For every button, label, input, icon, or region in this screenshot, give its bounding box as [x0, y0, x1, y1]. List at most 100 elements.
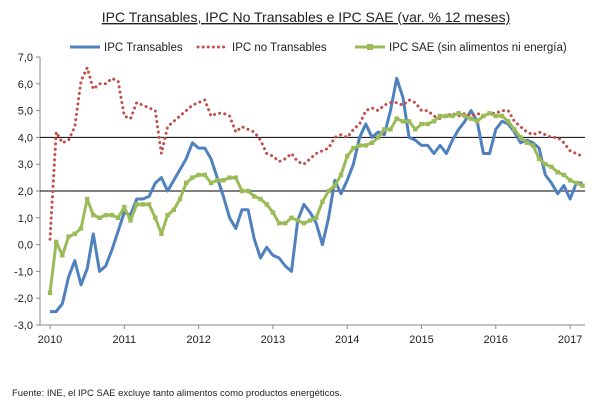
- series-point: [505, 119, 511, 124]
- series-point: [326, 188, 331, 194]
- series-point: [276, 220, 282, 226]
- y-tick-label: 6,0: [18, 79, 33, 91]
- series-point: [270, 210, 276, 215]
- series-point: [475, 119, 480, 124]
- series-point: [406, 119, 412, 124]
- series-point: [239, 188, 245, 194]
- series-point: [91, 212, 96, 218]
- series-line-ipc-sae-sin-alimentos-ni-energ-a: [48, 111, 584, 293]
- series-point: [214, 178, 220, 183]
- series-point: [208, 180, 214, 186]
- y-tick-label: 7,0: [18, 52, 33, 64]
- series-point: [221, 178, 226, 183]
- series-point: [450, 113, 455, 119]
- series-point: [295, 218, 300, 223]
- series-point: [567, 178, 573, 183]
- x-tick-label: 2015: [409, 334, 433, 346]
- series-point: [165, 212, 170, 218]
- series-point: [425, 121, 430, 127]
- series-point: [320, 199, 325, 204]
- series-point: [363, 143, 368, 148]
- series-point: [499, 113, 505, 119]
- series-point: [388, 127, 393, 132]
- y-tick-label: 4,0: [18, 132, 33, 144]
- series-point: [122, 204, 127, 210]
- series-point: [332, 183, 338, 188]
- series-point: [456, 111, 461, 116]
- y-tick-label: -3,0: [14, 320, 33, 332]
- series-point: [487, 111, 492, 116]
- series-point: [512, 127, 517, 132]
- series-point: [103, 212, 108, 218]
- plot-area: -3,0 -2,0 -1,0 0,0 1,0 2,0 3,0 4,0 5,0 6,0 7,0 2010…: [14, 52, 585, 346]
- legend-label: IPC Transables: [104, 42, 183, 54]
- x-tick-label: 2013: [261, 334, 285, 346]
- series-point: [47, 290, 53, 296]
- legend-marker: [367, 44, 373, 50]
- legend-label: IPC no Transables: [232, 42, 327, 54]
- series-point: [245, 188, 251, 194]
- series-point: [468, 116, 474, 121]
- series-point: [252, 194, 257, 199]
- series-point: [233, 175, 238, 180]
- series-point: [580, 183, 585, 188]
- series-point: [400, 119, 406, 124]
- series-point: [84, 196, 90, 202]
- series-point: [146, 202, 152, 207]
- footnote: Fuente: INE, el IPC SAE excluye tanto al…: [12, 388, 342, 399]
- series-point: [134, 202, 139, 207]
- series-point: [314, 215, 319, 220]
- series-point: [140, 202, 146, 207]
- series-point: [536, 156, 542, 162]
- series-point: [190, 175, 195, 180]
- series-point: [394, 116, 399, 121]
- series-point: [115, 215, 121, 220]
- series-point: [338, 172, 344, 178]
- series-point: [171, 207, 177, 212]
- series-point: [128, 218, 133, 223]
- x-tick-label: 2017: [558, 334, 582, 346]
- series-point: [153, 215, 158, 220]
- series-point: [66, 234, 71, 239]
- series-point: [555, 170, 560, 175]
- series-point: [78, 226, 84, 231]
- series-point: [493, 113, 498, 119]
- legend-label: IPC SAE (sin alimentos ni energía): [389, 42, 567, 54]
- series-point: [444, 113, 449, 119]
- series-point: [524, 140, 529, 145]
- chart-title: IPC Transables, IPC No Transables e IPC …: [102, 9, 511, 25]
- series-point: [549, 164, 554, 170]
- series-point: [301, 220, 307, 226]
- x-tick-label: 2010: [38, 334, 62, 346]
- series-point: [184, 180, 189, 186]
- y-tick-label: 2,0: [18, 186, 33, 198]
- series-point: [177, 196, 183, 202]
- series-point: [437, 113, 443, 119]
- series-point: [289, 215, 294, 220]
- series-point: [375, 135, 381, 140]
- x-tick-label: 2014: [335, 334, 359, 346]
- series-point: [382, 127, 387, 132]
- series-point: [97, 215, 102, 220]
- series-point: [109, 212, 115, 218]
- series-point: [283, 220, 288, 226]
- series-point: [227, 175, 232, 180]
- series-point: [258, 196, 263, 202]
- series-point: [202, 172, 207, 178]
- series-point: [574, 180, 579, 186]
- series-point: [419, 121, 424, 127]
- series-point: [357, 143, 362, 148]
- series-point: [72, 231, 77, 237]
- series-point: [413, 127, 418, 132]
- y-tick-label: -1,0: [14, 266, 33, 278]
- series-point: [196, 172, 201, 178]
- series-point: [543, 162, 548, 167]
- series-point: [431, 119, 437, 124]
- series-point: [462, 113, 468, 119]
- series-point: [264, 202, 269, 207]
- y-tick-label: 0,0: [18, 240, 33, 252]
- series-point: [561, 172, 567, 178]
- series-point: [60, 253, 65, 258]
